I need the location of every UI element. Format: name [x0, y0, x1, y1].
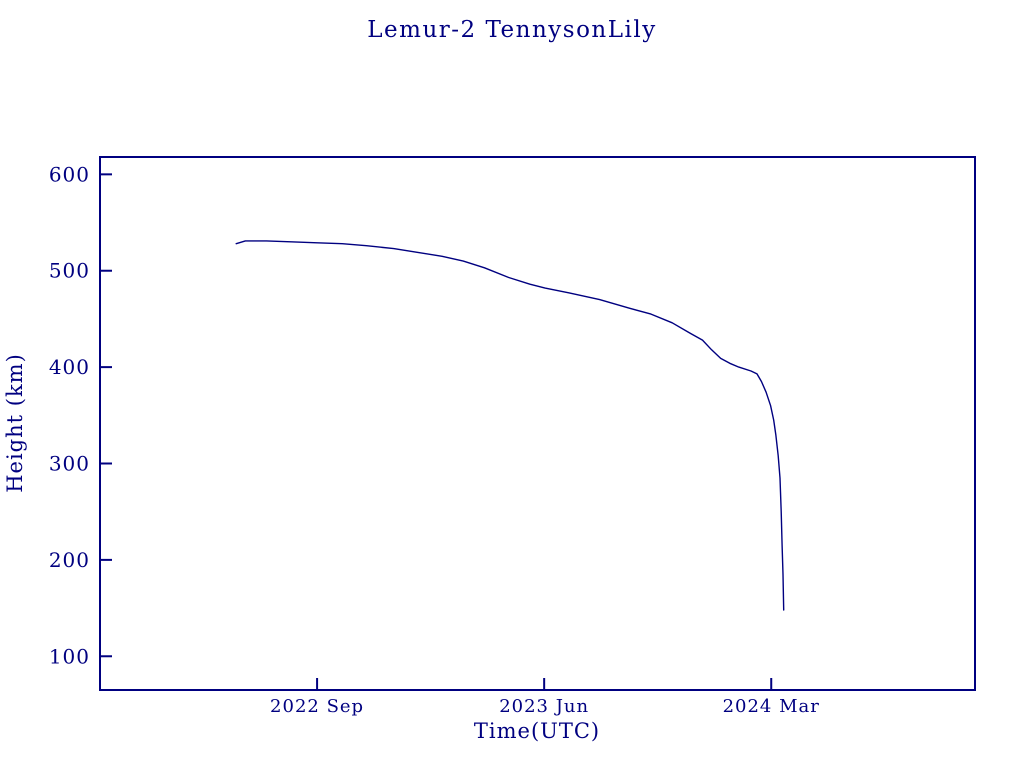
chart-title: Lemur-2 TennysonLily: [367, 17, 656, 43]
y-axis-label: Height (km): [3, 353, 27, 493]
y-tick-label: 400: [49, 355, 90, 379]
x-tick-label: 2022 Sep: [270, 696, 364, 717]
x-tick-label: 2023 Jun: [499, 696, 589, 717]
x-tick-label: 2024 Mar: [723, 696, 820, 717]
y-tick-label: 300: [49, 451, 90, 475]
plot-border: [99, 156, 976, 691]
y-tick-label: 100: [49, 644, 90, 668]
height-line: [235, 240, 785, 611]
y-tick-label: 600: [49, 162, 90, 186]
plot-area: 100 200 300 400 500 600 2022 Sep 2023 Jun 2024 M…: [49, 156, 976, 717]
x-axis-label: Time(UTC): [474, 719, 600, 743]
y-tick-label: 500: [49, 259, 90, 283]
y-tick-label: 200: [49, 548, 90, 572]
